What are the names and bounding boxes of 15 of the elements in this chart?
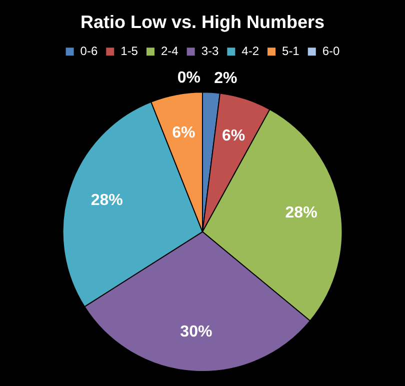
legend-label: 2-4 xyxy=(160,44,179,58)
data-label: 6% xyxy=(172,124,196,142)
legend-label: 3-3 xyxy=(201,44,219,58)
data-label: 28% xyxy=(285,204,318,222)
legend-label: 4-2 xyxy=(242,44,260,58)
data-label: 28% xyxy=(90,192,123,210)
text: 0% xyxy=(177,70,200,87)
data-label: 30% xyxy=(180,324,212,341)
legend-label: 0-6 xyxy=(80,44,98,58)
chart-title: Ratio Low vs. High Numbers xyxy=(80,12,325,32)
legend-label: 5-1 xyxy=(282,44,300,58)
data-label: 6% xyxy=(222,128,246,145)
legend-label: 6-0 xyxy=(322,44,340,58)
legend-label: 1-5 xyxy=(120,44,138,58)
data-label: 2% xyxy=(214,70,238,87)
